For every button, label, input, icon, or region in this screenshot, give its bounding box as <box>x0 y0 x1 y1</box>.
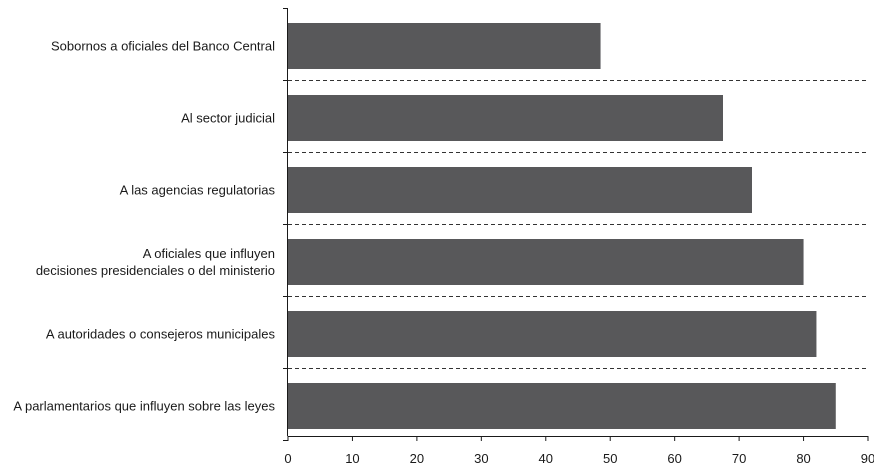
x-tick-label: 50 <box>603 451 617 466</box>
x-tick-label: 60 <box>667 451 681 466</box>
category-label: A autoridades o consejeros municipales <box>46 327 276 342</box>
category-label: Sobornos a oficiales del Banco Central <box>51 39 275 54</box>
x-tick-label: 40 <box>539 451 553 466</box>
x-tick-label: 10 <box>345 451 359 466</box>
bar <box>288 239 804 285</box>
bar <box>288 95 723 141</box>
x-tick-label: 90 <box>861 451 874 466</box>
bar <box>288 383 836 429</box>
category-label: A parlamentarios que influyen sobre las … <box>13 399 275 414</box>
bar <box>288 167 752 213</box>
x-tick-label: 70 <box>732 451 746 466</box>
x-tick-label: 0 <box>284 451 291 466</box>
category-label: decisiones presidenciales o del minister… <box>36 263 275 278</box>
x-ticks: 0 10 20 30 40 50 60 70 80 90 <box>284 436 874 466</box>
x-tick-label: 80 <box>796 451 810 466</box>
bar <box>288 23 601 69</box>
bar <box>288 311 817 357</box>
category-label: A oficiales que influyen <box>143 246 275 261</box>
bars <box>288 23 836 429</box>
category-label: A las agencias regulatorias <box>120 183 276 198</box>
axes <box>283 8 868 441</box>
category-label: Al sector judicial <box>181 111 275 126</box>
x-tick-label: 30 <box>474 451 488 466</box>
x-tick-label: 20 <box>410 451 424 466</box>
category-separators <box>288 80 868 369</box>
category-labels: Sobornos a oficiales del Banco Central Al… <box>13 39 275 414</box>
